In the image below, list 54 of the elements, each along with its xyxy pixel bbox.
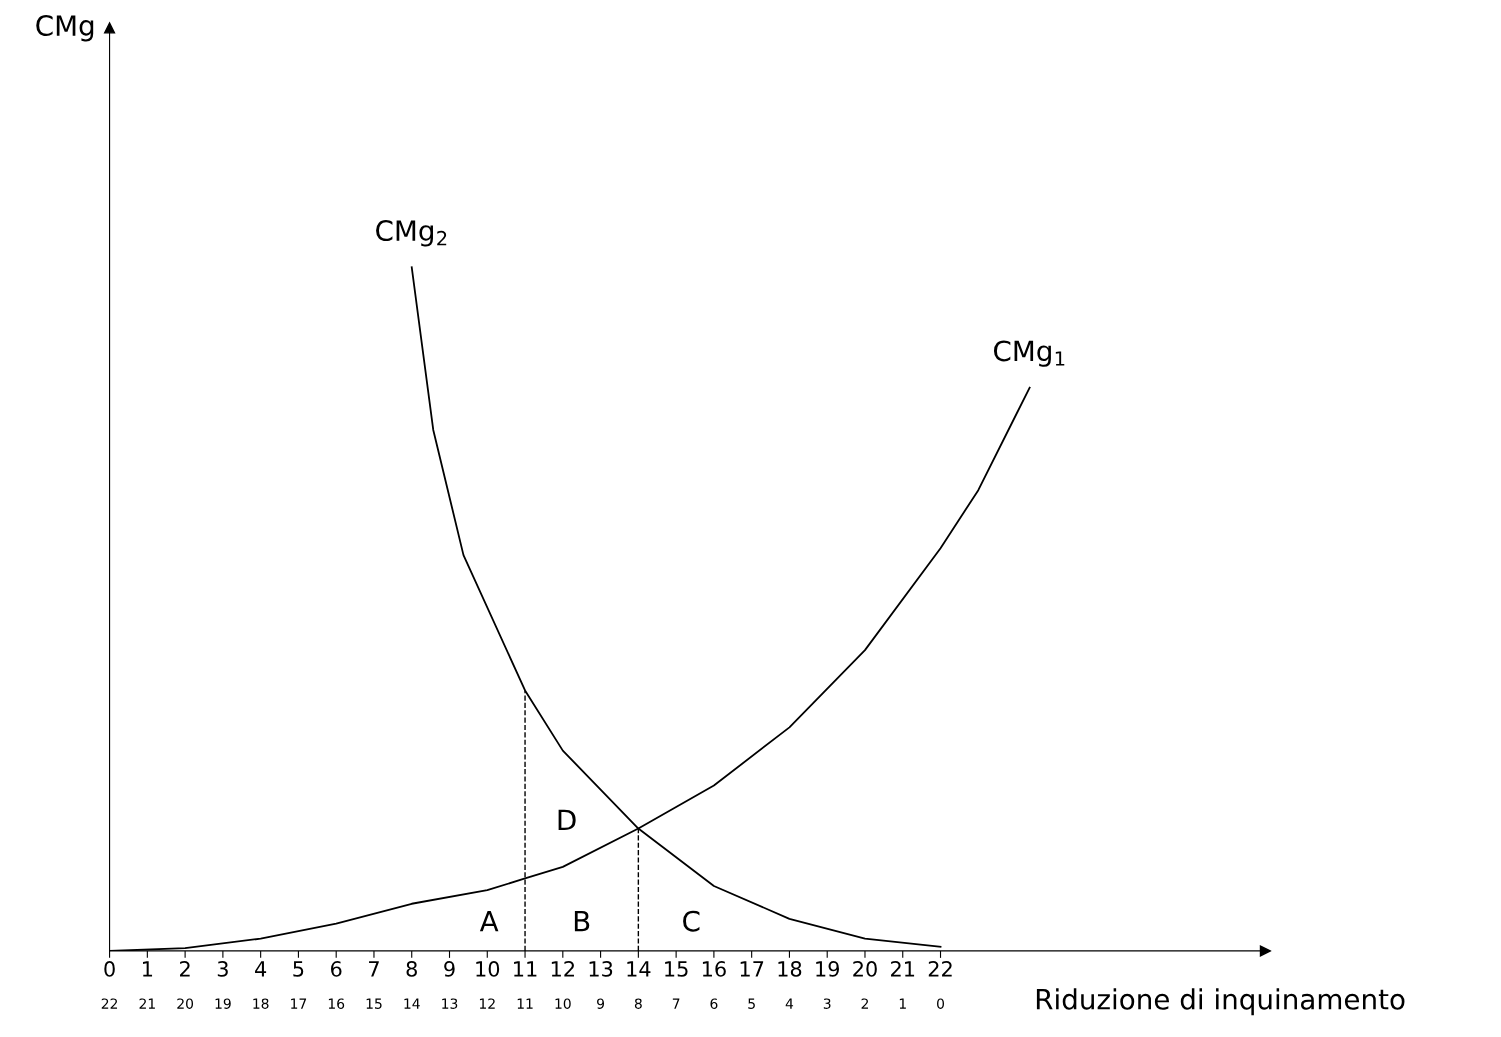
x-axis-title: Riduzione di inquinamento (1036, 988, 1405, 1016)
x-tick-label: 16 (702, 961, 726, 977)
x-tick-label: 17 (740, 961, 764, 977)
annotation: A (479, 911, 499, 932)
x-tick-label: 10 (476, 961, 500, 977)
x-tick-label: 15 (665, 961, 688, 977)
x2-tick-label: 5 (748, 998, 755, 1009)
x2-tick-label: 10 (555, 998, 571, 1009)
x2-tick-label: 18 (253, 998, 269, 1009)
x-tick-label: 5 (293, 961, 304, 977)
x2-tick-label: 14 (404, 998, 420, 1009)
x-tick-label: 12 (551, 961, 574, 977)
x2-tick-label: 8 (634, 998, 642, 1009)
x2-tick-label: 3 (823, 998, 831, 1009)
series-label: CMg$_{1}$ (993, 340, 1065, 367)
x-tick-label: 19 (816, 961, 839, 977)
x-tick-label: 2 (180, 961, 190, 977)
x-tick-label: 18 (778, 961, 802, 977)
x-tick-label: 22 (928, 961, 952, 977)
x2-tick-label: 4 (785, 998, 794, 1009)
x2-tick-label: 11 (517, 998, 533, 1009)
x-tick-label: 11 (514, 961, 537, 977)
x2-tick-label: 15 (366, 998, 382, 1009)
annotation: B (574, 911, 590, 932)
text: CMg (36, 15, 94, 42)
x2-tick-label: 21 (139, 998, 155, 1009)
x2-tick-label: 9 (597, 998, 605, 1009)
x2-tick-label: 0 (937, 998, 945, 1009)
annotation: C (683, 910, 700, 932)
x2-tick-label: 19 (215, 998, 231, 1009)
annotation: D (558, 809, 576, 831)
x2-tick-label: 20 (177, 998, 194, 1009)
x2-tick-label: 6 (710, 998, 718, 1009)
x-tick-label: 20 (853, 961, 877, 977)
x2-tick-label: 1 (899, 998, 906, 1009)
x2-tick-label: 13 (442, 998, 458, 1009)
x-tick-label: 21 (891, 961, 915, 977)
x-tick-label: 8 (406, 961, 417, 977)
x-tick-label: 6 (331, 961, 342, 977)
series-label: CMg$_{2}$ (376, 220, 447, 247)
x2-tick-label: 12 (479, 998, 495, 1009)
x-tick-label: 1 (143, 961, 153, 977)
x-tick-label: 4 (255, 961, 267, 977)
x-tick-label: 14 (627, 961, 651, 977)
x-tick-label: 13 (589, 961, 613, 977)
x2-tick-label: 7 (672, 998, 680, 1009)
x2-tick-label: 16 (328, 998, 345, 1009)
x-tick-label: 3 (217, 961, 228, 977)
x-tick-label: 9 (444, 961, 455, 977)
x2-tick-label: 22 (101, 998, 118, 1009)
x-tick-label: 7 (369, 961, 379, 977)
x2-tick-label: 17 (291, 998, 307, 1009)
x2-tick-label: 2 (861, 998, 869, 1009)
x-tick-label: 0 (104, 961, 115, 977)
